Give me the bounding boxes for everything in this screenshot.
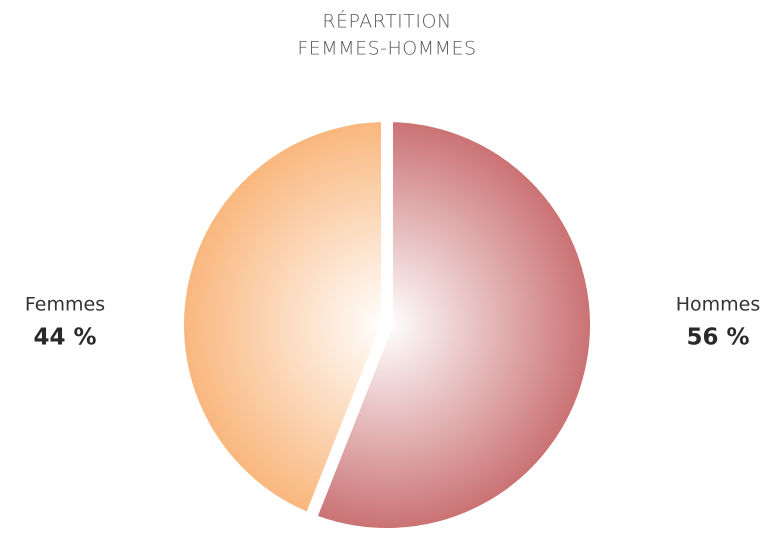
chart-title: RÉPARTITION	[322, 10, 451, 33]
slice-label: Hommes	[676, 294, 761, 316]
slice-value-label: 44 %	[33, 325, 96, 351]
slice-value-label: 56 %	[686, 325, 749, 351]
chart-title: FEMMES-HOMMES	[297, 38, 476, 60]
pie-slice	[302, 109, 602, 535]
slice-label: Femmes	[25, 294, 105, 316]
pie-slice	[172, 109, 393, 528]
